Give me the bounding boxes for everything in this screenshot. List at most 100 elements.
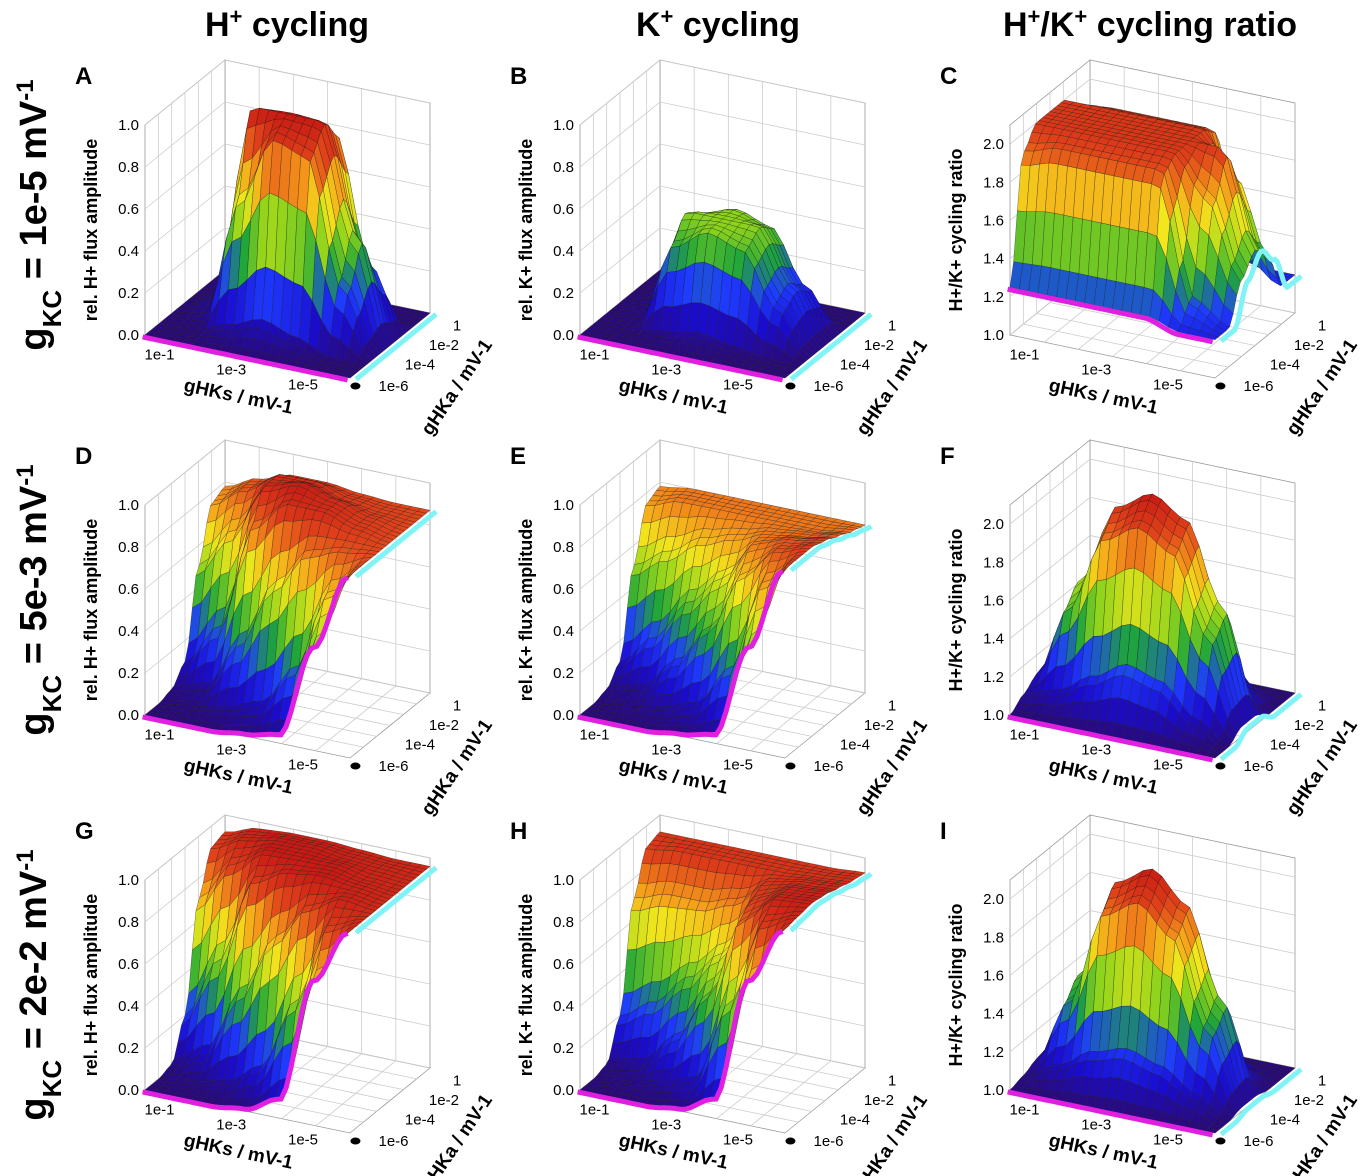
- z-tick-label: 0.6: [118, 201, 139, 218]
- column-title: K+ cycling: [636, 4, 800, 45]
- x-tick-label: 1e-1: [1009, 1101, 1039, 1118]
- y-tick-label: 1e-2: [429, 717, 459, 734]
- z-tick-label: 1.0: [553, 497, 574, 514]
- panel-letter: A: [75, 63, 92, 90]
- surface: [144, 107, 431, 379]
- y-tick-label: 1e-4: [1270, 357, 1300, 374]
- y-tick-label: 1: [888, 698, 896, 715]
- z-tick-label: 1.4: [983, 251, 1004, 268]
- y-tick-label: 1e-2: [864, 717, 894, 734]
- gHKa-projection-line: [354, 312, 438, 382]
- z-axis-label: rel. K+ flux amplitude: [516, 519, 536, 702]
- x-tick-label: 1e-5: [1153, 376, 1183, 393]
- z-tick-label: 0.4: [118, 623, 139, 640]
- x-tick-label: 1e-3: [216, 741, 246, 758]
- x-tick-label: 1e-3: [651, 1116, 681, 1133]
- x-tick-label: 1e-3: [651, 741, 681, 758]
- y-tick-label: 1e-4: [840, 1112, 870, 1129]
- panel-letter: H: [510, 818, 527, 845]
- z-tick-label: 2.0: [983, 891, 1004, 908]
- x-tick-label: 1e-5: [288, 756, 318, 773]
- z-tick-label: 0.6: [553, 581, 574, 598]
- x-axis-label: gHKs / mV-1: [1047, 375, 1160, 419]
- x-axis-label: gHKs / mV-1: [617, 1130, 730, 1174]
- y-tick-label: 1: [1318, 1073, 1326, 1090]
- y-tick-label: 1e-4: [1270, 737, 1300, 754]
- z-axis-label-group: H+/K+ cycling ratio: [946, 903, 966, 1066]
- z-axis-label-group: rel. H+ flux amplitude: [81, 139, 101, 322]
- z-tick-label: 0.2: [118, 665, 139, 682]
- panel-C: C1.01.21.41.61.82.0H+/K+ cycling ratio1e…: [940, 59, 1362, 439]
- y-tick-label: 1: [453, 1073, 461, 1090]
- z-tick-label: 1.0: [118, 872, 139, 889]
- z-axis-label: H+/K+ cycling ratio: [946, 148, 966, 311]
- y-tick-label: 1e-2: [429, 337, 459, 354]
- z-axis-label-group: rel. K+ flux amplitude: [516, 139, 536, 322]
- row-title: gKC = 2e-2 mV-1: [12, 849, 68, 1120]
- panel-letter: C: [940, 63, 957, 90]
- x-tick-label: 1e-3: [651, 361, 681, 378]
- z-tick-label: 0.2: [553, 665, 574, 682]
- y-tick-label: 1e-6: [1244, 758, 1274, 775]
- y-tick-label: 1e-2: [1294, 337, 1324, 354]
- z-tick-label: 2.0: [983, 136, 1004, 153]
- x-axis-label: gHKs / mV-1: [182, 1130, 295, 1174]
- z-axis-label-group: rel. K+ flux amplitude: [516, 519, 536, 702]
- z-tick-label: 1.6: [983, 592, 1004, 609]
- z-axis-label: rel. K+ flux amplitude: [516, 894, 536, 1077]
- row-title: gKC = 1e-5 mV-1: [12, 79, 68, 350]
- column-title: H+ cycling: [205, 4, 369, 45]
- y-tick-label: 1e-6: [1244, 378, 1274, 395]
- z-tick-label: 1.0: [553, 117, 574, 134]
- row-title-group: gKC = 2e-2 mV-1: [12, 849, 68, 1120]
- z-tick-label: 0.0: [553, 327, 574, 344]
- z-tick-label: 1.0: [983, 707, 1004, 724]
- origin-dot: [1215, 382, 1226, 390]
- x-tick-label: 1e-5: [723, 756, 753, 773]
- z-tick-label: 1.6: [983, 967, 1004, 984]
- row-title-group: gKC = 5e-3 mV-1: [12, 464, 68, 735]
- z-tick-label: 0.0: [553, 1082, 574, 1099]
- surface: [1009, 99, 1296, 341]
- y-tick-label: 1: [453, 318, 461, 335]
- z-axis-label: H+/K+ cycling ratio: [946, 528, 966, 691]
- z-tick-label: 0.2: [118, 285, 139, 302]
- z-tick-label: 2.0: [983, 516, 1004, 533]
- origin-dot: [1215, 1137, 1226, 1145]
- panel-F: F1.01.21.41.61.82.0H+/K+ cycling ratio1e…: [940, 439, 1362, 819]
- z-tick-label: 0.8: [553, 914, 574, 931]
- x-tick-label: 1e-1: [144, 726, 174, 743]
- z-tick-label: 0.8: [118, 159, 139, 176]
- panel-letter: F: [940, 443, 955, 470]
- z-tick-label: 1.8: [983, 554, 1004, 571]
- x-tick-label: 1e-5: [288, 1131, 318, 1148]
- y-tick-label: 1e-4: [405, 737, 435, 754]
- z-tick-label: 0.6: [553, 956, 574, 973]
- origin-dot: [785, 1137, 796, 1145]
- y-tick-label: 1e-6: [814, 1133, 844, 1150]
- y-tick-label: 1: [1318, 318, 1326, 335]
- surface: [579, 209, 866, 379]
- origin-dot: [350, 382, 361, 390]
- x-tick-label: 1e-5: [1153, 1131, 1183, 1148]
- x-axis-label: gHKs / mV-1: [617, 755, 730, 799]
- gHKs-projection-line: [577, 334, 784, 383]
- y-tick-label: 1e-6: [379, 1133, 409, 1150]
- x-tick-label: 1e-3: [1081, 741, 1111, 758]
- x-axis-label: gHKs / mV-1: [1047, 755, 1160, 799]
- z-tick-label: 1.0: [118, 117, 139, 134]
- z-axis-label: rel. H+ flux amplitude: [81, 139, 101, 322]
- z-tick-label: 0.0: [118, 707, 139, 724]
- z-tick-label: 0.4: [118, 998, 139, 1015]
- z-tick-label: 0.8: [118, 914, 139, 931]
- z-tick-label: 0.6: [553, 201, 574, 218]
- z-tick-label: 0.4: [553, 998, 574, 1015]
- z-tick-label: 0.8: [118, 539, 139, 556]
- z-tick-label: 0.4: [553, 623, 574, 640]
- z-axis-label-group: rel. K+ flux amplitude: [516, 894, 536, 1077]
- y-tick-label: 1e-4: [840, 357, 870, 374]
- x-tick-label: 1e-5: [723, 376, 753, 393]
